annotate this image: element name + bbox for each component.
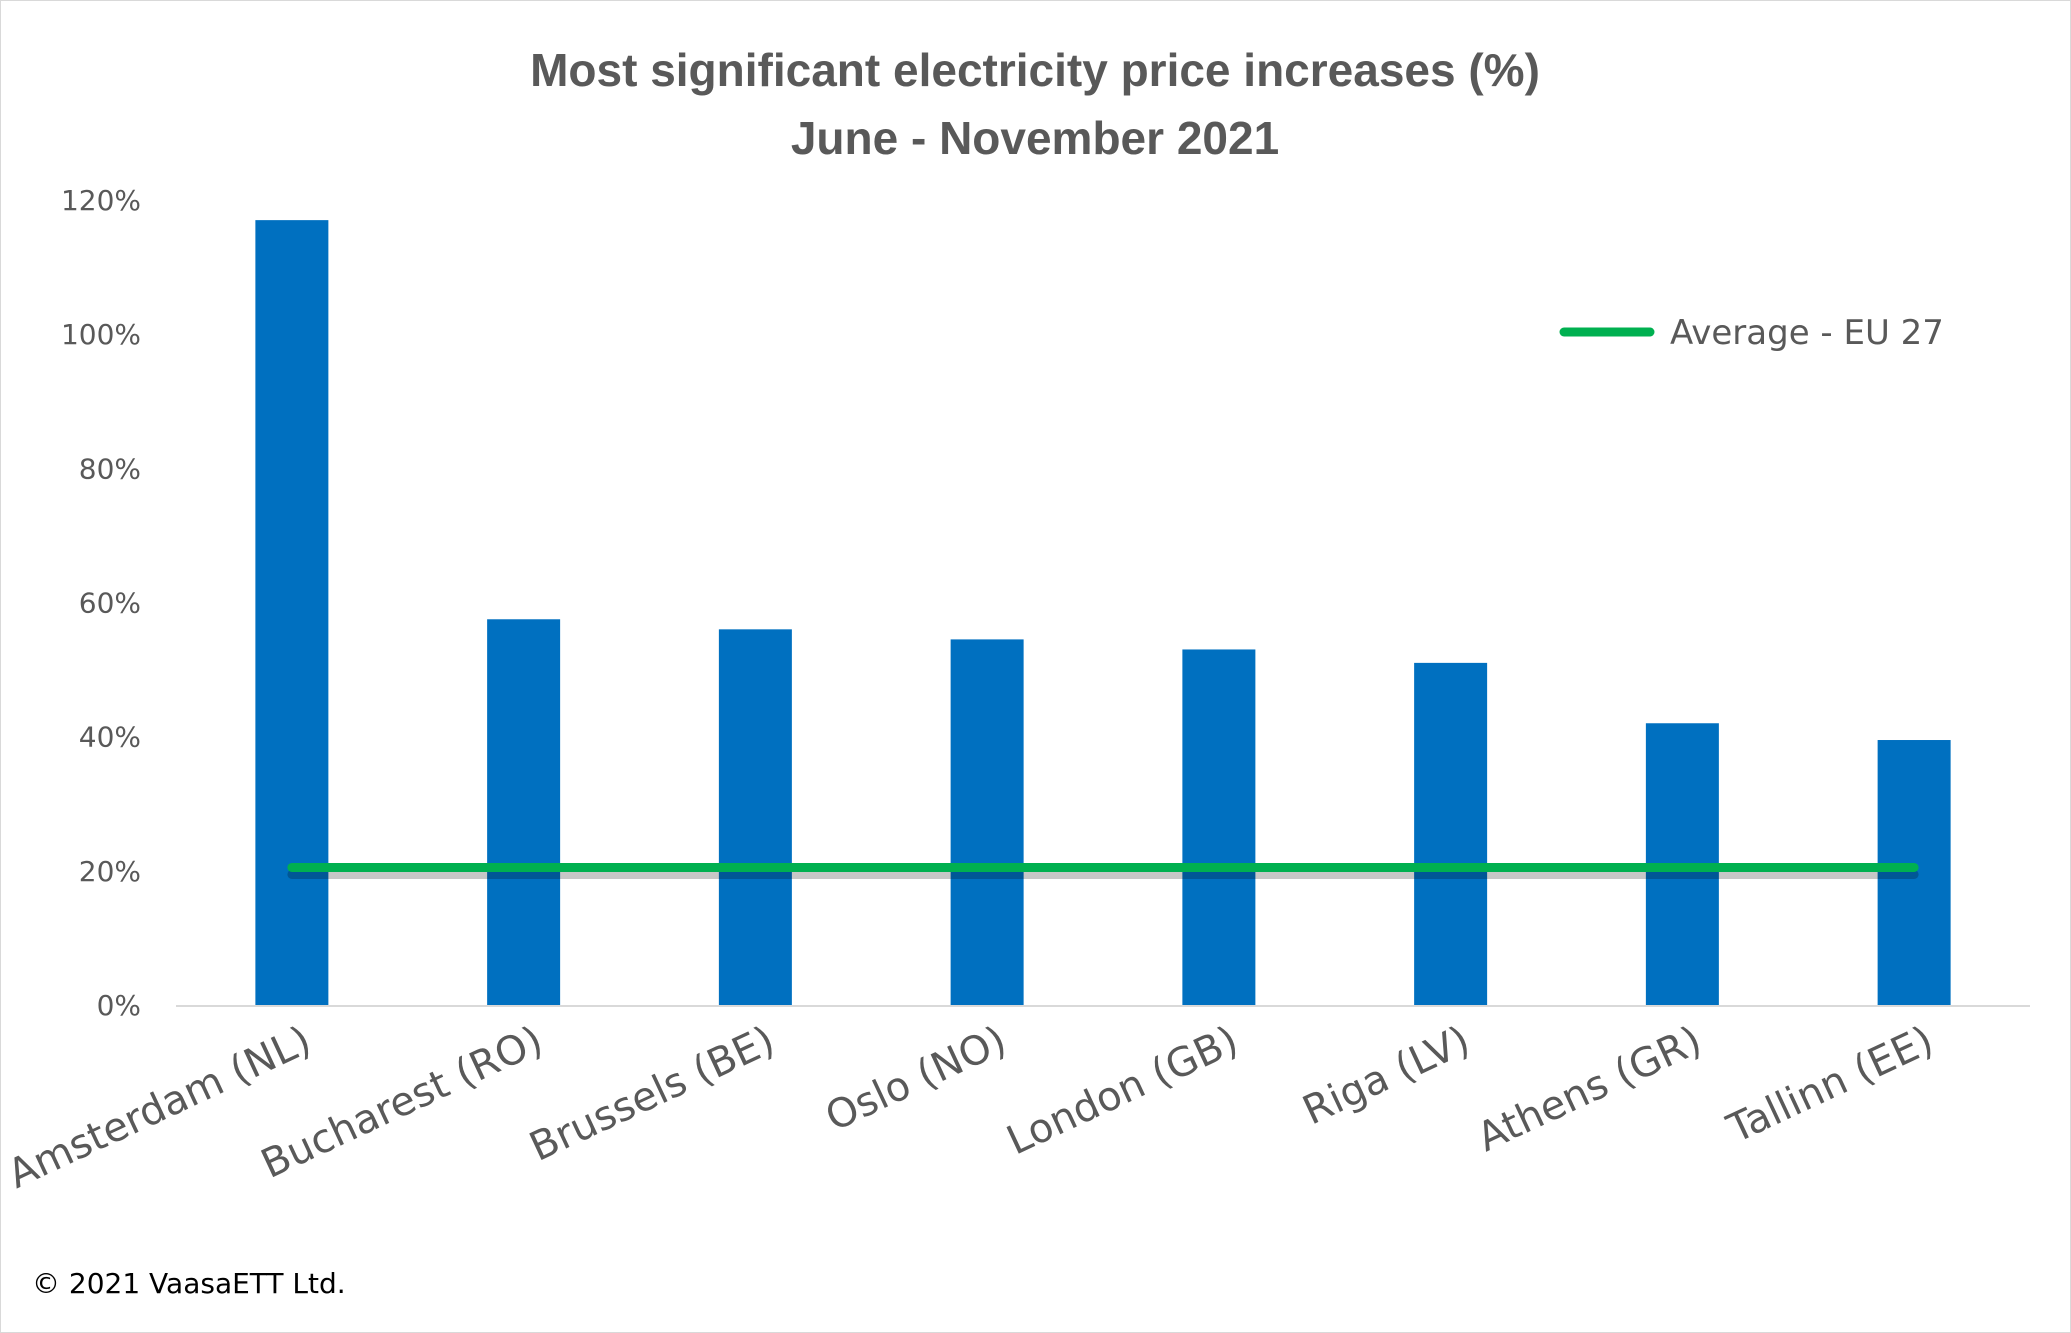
x-tick-label: Brussels (BE) bbox=[523, 1017, 782, 1170]
y-tick-label: 60% bbox=[79, 587, 141, 620]
bar bbox=[1414, 662, 1488, 1005]
x-tick-label: Oslo (NO) bbox=[819, 1017, 1014, 1140]
y-tick-label: 0% bbox=[97, 989, 141, 1022]
copyright-text: © 2021 VaasaETT Ltd. bbox=[32, 1267, 346, 1300]
legend-label-average: Average - EU 27 bbox=[1670, 313, 1944, 353]
bar bbox=[950, 639, 1024, 1005]
y-tick-label: 80% bbox=[79, 452, 141, 485]
x-tick-label: London (GB) bbox=[1000, 1017, 1245, 1164]
x-tick-label: Athens (GR) bbox=[1471, 1017, 1709, 1161]
bar bbox=[487, 619, 561, 1005]
chart-title-line-1: Most significant electricity price incre… bbox=[530, 44, 1540, 96]
x-axis: Amsterdam (NL)Bucharest (RO)Brussels (BE… bbox=[1, 1017, 1940, 1197]
legend: Average - EU 27 bbox=[1559, 313, 1944, 353]
y-tick-label: 100% bbox=[61, 318, 141, 351]
x-tick-label: Tallinn (EE) bbox=[1720, 1017, 1940, 1152]
y-tick-label: 20% bbox=[79, 855, 141, 888]
chart-title-line-2: June - November 2021 bbox=[791, 112, 1279, 164]
average-line-series bbox=[287, 862, 1919, 879]
bar bbox=[718, 629, 792, 1005]
y-tick-label: 40% bbox=[79, 721, 141, 754]
bar bbox=[255, 220, 329, 1005]
bar bbox=[1182, 649, 1256, 1005]
y-axis: 0% 20% 40% 60% 80% 100% 120% bbox=[61, 184, 141, 1022]
x-tick-label: Riga (LV) bbox=[1296, 1017, 1477, 1134]
bar bbox=[1877, 740, 1951, 1005]
y-tick-label: 120% bbox=[61, 184, 141, 217]
